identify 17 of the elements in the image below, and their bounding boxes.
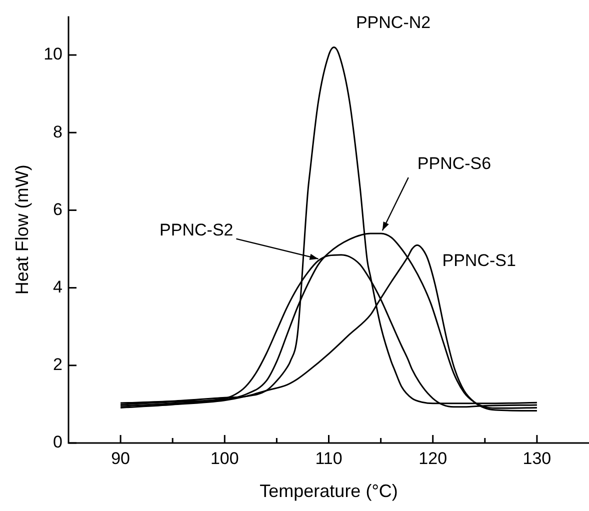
series-label: PPNC-S1 (442, 250, 516, 270)
series-label: PPNC-N2 (356, 12, 431, 32)
x-tick-label: 110 (315, 448, 342, 468)
y-tick-label: 8 (53, 122, 63, 142)
y-tick-label: 10 (44, 44, 63, 64)
y-axis-title: Heat Flow (mW) (12, 164, 32, 295)
text: PPNC-S6 (417, 154, 492, 174)
y-tick-label: 2 (53, 355, 63, 374)
x-tick-label: 130 (522, 448, 552, 468)
x-tick-label: 120 (418, 448, 448, 468)
y-tick-label: 4 (53, 277, 63, 296)
x-axis-title: Temperature (°C) (260, 481, 398, 502)
y-tick-label: 6 (53, 200, 63, 219)
x-tick-label: 90 (111, 448, 130, 468)
y-tick-label: 0 (53, 432, 63, 452)
x-tick-label: 100 (210, 448, 239, 468)
text: PPNC-S2 (160, 220, 234, 240)
